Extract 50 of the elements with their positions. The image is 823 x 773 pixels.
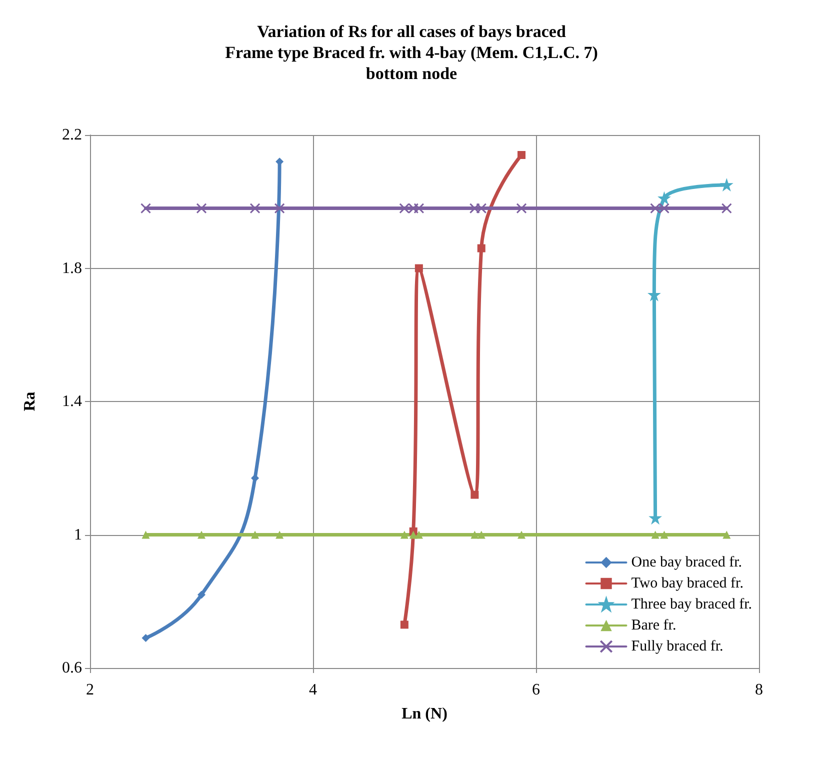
point — [476, 203, 487, 214]
point — [400, 530, 408, 539]
legend-label: One bay braced fr. — [631, 554, 742, 570]
point — [469, 203, 480, 214]
point — [651, 530, 660, 539]
point — [477, 244, 486, 252]
x-tick-label: 4 — [309, 682, 317, 698]
y-tick-label: 1.4 — [62, 393, 82, 410]
point — [470, 530, 479, 539]
point — [250, 203, 260, 214]
x-axis-title: Ln (N) — [402, 706, 448, 722]
point — [660, 530, 668, 539]
point — [196, 203, 207, 214]
point — [658, 203, 670, 214]
x-tick-label: 2 — [86, 682, 94, 698]
x-tick-label: 6 — [532, 682, 540, 698]
legend-label: Fully braced fr. — [631, 638, 724, 654]
point — [142, 634, 150, 642]
point — [198, 590, 206, 599]
point — [198, 530, 206, 539]
legend-label: Three bay braced fr. — [631, 596, 752, 612]
point — [721, 180, 732, 190]
y-tick-label: 1 — [74, 526, 82, 544]
legend-label: Two bay braced fr. — [631, 576, 744, 592]
point — [722, 530, 731, 539]
point — [414, 203, 424, 214]
legend-label: Bare fr. — [631, 618, 676, 634]
y-tick-label: 1.8 — [62, 260, 82, 277]
point — [477, 530, 486, 539]
point — [399, 203, 410, 214]
point — [400, 620, 408, 629]
point — [251, 530, 260, 539]
point — [140, 203, 151, 214]
point — [650, 203, 661, 214]
point — [518, 530, 526, 539]
point — [276, 530, 284, 539]
point — [274, 203, 285, 214]
point — [142, 530, 150, 539]
point — [721, 203, 732, 214]
point — [470, 490, 479, 499]
y-axis-title: Ra — [22, 392, 38, 412]
point — [518, 150, 526, 159]
point — [414, 530, 423, 539]
point — [408, 203, 419, 214]
point — [414, 264, 423, 272]
point — [516, 203, 527, 214]
x-tick-label: 8 — [755, 682, 763, 698]
chart-title: Variation of Rs for all cases of bays braced Frame type Braced fr. with 4-bay (Mem. C1,L.C. 7) bottom node — [225, 22, 598, 83]
y-tick-label: 2.2 — [62, 126, 82, 144]
y-tick-label: 0.6 — [62, 660, 82, 676]
